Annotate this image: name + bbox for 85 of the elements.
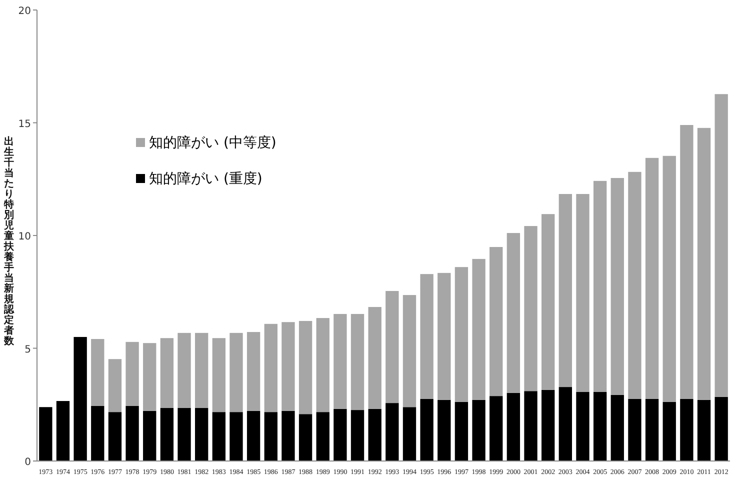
bar — [368, 306, 382, 409]
bar — [593, 180, 607, 392]
bar — [628, 398, 642, 461]
bar — [386, 290, 399, 404]
bar — [610, 394, 624, 461]
bar — [350, 410, 364, 461]
bar — [264, 412, 278, 461]
text: 出生千当たり特別児童扶養手当新規認定者数 — [4, 136, 14, 347]
bar — [506, 233, 520, 393]
bar — [524, 226, 538, 392]
bar — [316, 318, 330, 412]
y-tick-label: 10 — [18, 232, 31, 242]
bar — [108, 412, 122, 461]
bar — [680, 398, 694, 461]
bar — [662, 156, 676, 402]
bar — [74, 336, 87, 461]
bar — [628, 172, 642, 399]
bar — [143, 410, 156, 461]
bar — [593, 392, 607, 461]
bar — [680, 125, 694, 399]
bar — [160, 338, 174, 408]
bar — [438, 272, 451, 400]
bar — [39, 407, 52, 461]
bar — [195, 332, 208, 408]
bar — [402, 295, 416, 408]
bar — [143, 343, 156, 411]
bar — [524, 391, 538, 461]
bar — [386, 403, 399, 461]
y-tick-label: 0 — [24, 457, 31, 468]
y-tick-label: 20 — [18, 6, 31, 17]
y-tick-label: 5 — [24, 344, 31, 356]
bar — [334, 314, 347, 409]
bar — [160, 408, 174, 461]
bar — [91, 406, 104, 461]
bar — [298, 414, 312, 461]
legend-label: 知的障がい (重度) — [149, 171, 262, 187]
bar — [282, 410, 295, 461]
bar — [230, 332, 243, 412]
bar — [714, 396, 728, 461]
bar — [506, 392, 520, 461]
bar — [714, 94, 728, 397]
y-tick-label: 15 — [18, 118, 31, 130]
bar — [108, 359, 122, 412]
bar — [230, 412, 243, 461]
bar — [490, 247, 503, 396]
bar — [91, 339, 104, 406]
bar — [420, 398, 434, 461]
bar — [438, 400, 451, 461]
bar — [298, 320, 312, 414]
bar — [645, 158, 659, 399]
bar — [264, 324, 278, 412]
bar — [542, 214, 555, 390]
bar — [542, 390, 555, 461]
legend-label: 知的障がい (中等度) — [149, 135, 276, 151]
bar — [126, 342, 139, 406]
bar — [368, 408, 382, 461]
bar — [212, 338, 226, 412]
bar — [454, 402, 468, 461]
bar — [282, 322, 295, 411]
bar — [610, 178, 624, 395]
bar — [195, 408, 208, 461]
bar — [472, 400, 486, 461]
bar — [402, 407, 416, 461]
bar — [645, 398, 659, 461]
bar — [420, 274, 434, 399]
bar — [246, 332, 260, 411]
bar — [662, 402, 676, 461]
bar — [576, 392, 590, 461]
bar — [178, 332, 191, 408]
bar — [334, 408, 347, 461]
bar — [316, 412, 330, 461]
bar — [454, 267, 468, 402]
bar — [490, 396, 503, 461]
bar — [697, 128, 711, 400]
bar — [212, 412, 226, 461]
bar — [472, 258, 486, 400]
bar — [126, 406, 139, 461]
bar — [697, 400, 711, 461]
bar — [558, 194, 572, 388]
bar — [558, 387, 572, 461]
bar — [246, 410, 260, 461]
bar — [350, 314, 364, 410]
bar — [56, 401, 70, 461]
bar — [576, 194, 590, 392]
bar — [178, 408, 191, 461]
